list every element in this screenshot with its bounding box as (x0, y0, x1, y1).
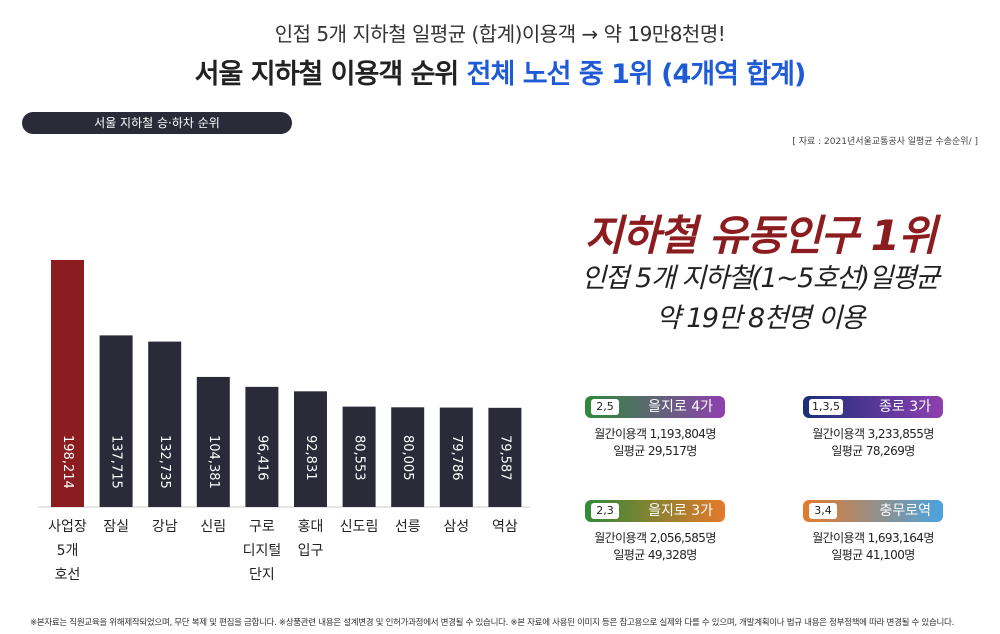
bar (391, 407, 425, 507)
bar (488, 407, 522, 507)
monthly-riders: 월간이용객 3,233,855명 (812, 427, 934, 441)
page-title: 서울 지하철 이용객 순위 전체 노선 중 1위 (4개역 합계) (0, 52, 1000, 91)
line-numbers: 2,3 (591, 503, 619, 519)
station-card-chungmuro: 3,4 충무로역 월간이용객 1,693,164명 일평균 41,100명 (788, 500, 958, 564)
data-label: 80,553 (352, 435, 367, 481)
section-pill: 서울 지하철 승·하차 순위 (22, 112, 292, 134)
line-numbers: 1,3,5 (809, 399, 843, 415)
headline-title: 지하철 유동인구 1위 (584, 211, 937, 260)
station-name: 을지로 4가 (648, 399, 713, 415)
station-name: 종로 3가 (879, 399, 931, 415)
data-label: 104,381 (206, 435, 221, 489)
bar (294, 391, 327, 507)
data-label: 80,005 (400, 435, 415, 481)
category-label: 사업장 (48, 519, 87, 535)
monthly-riders: 월간이용객 2,056,585명 (594, 531, 716, 545)
category-label: 구로 (249, 519, 275, 535)
bar (99, 335, 133, 507)
bar (439, 407, 473, 507)
station-card-jongno3ga: 1,3,5 종로 3가 월간이용객 3,233,855명 일평균 78,269명 (788, 396, 958, 460)
station-name: 충무로역 (879, 503, 931, 519)
data-label: 137,715 (109, 435, 124, 489)
category-label: 신림 (200, 519, 226, 535)
station-card-euljiro3ga: 2,3 을지로 3가 월간이용객 2,056,585명 일평균 49,328명 (570, 500, 740, 564)
station-card-euljiro4ga: 2,5 을지로 4가 월간이용객 1,193,804명 일평균 29,517명 (570, 396, 740, 460)
station-name: 을지로 3가 (648, 503, 713, 519)
monthly-riders: 월간이용객 1,693,164명 (812, 531, 934, 545)
category-label: 강남 (152, 519, 178, 535)
line-numbers: 3,4 (809, 503, 837, 519)
category-label: 입구 (298, 543, 324, 559)
data-label: 79,786 (449, 435, 464, 481)
header-subtitle: 인접 5개 지하철 일평균 (합계)이용객 → 약 19만8천명! (274, 22, 726, 46)
category-label: 디지털 (243, 543, 282, 559)
bar (148, 341, 182, 507)
line-numbers: 2,5 (591, 399, 619, 415)
category-label: 호선 (55, 567, 81, 583)
bar (342, 406, 376, 507)
footer-disclaimer: ※본자료는 직원교육을 위해제작되었으며, 무단 복제 및 편집을 금합니다. … (30, 618, 954, 628)
category-label: 5개 (57, 543, 79, 559)
bar (196, 376, 230, 507)
station-pill: 2,5 을지로 4가 (585, 396, 725, 418)
station-pill: 2,3 을지로 3가 (585, 500, 725, 522)
bar (245, 386, 279, 507)
daily-riders: 일평균 29,517명 (613, 444, 697, 458)
title-highlight: 전체 노선 중 1위 (4개역 합계) (466, 59, 807, 90)
headline-line1: 인접 5개 지하철(1~5호선)일평균 (581, 263, 940, 294)
daily-riders: 일평균 49,328명 (613, 548, 697, 562)
daily-riders: 일평균 78,269명 (831, 444, 915, 458)
bar (51, 260, 84, 507)
data-label: 79,587 (497, 435, 512, 481)
data-label: 96,416 (254, 435, 269, 481)
data-label: 132,735 (157, 435, 172, 489)
category-label: 단지 (249, 567, 275, 583)
category-label: 선릉 (395, 519, 421, 535)
station-pill: 3,4 충무로역 (803, 500, 943, 522)
daily-riders: 일평균 41,100명 (831, 548, 915, 562)
monthly-riders: 월간이용객 1,193,804명 (594, 427, 716, 441)
category-label: 잠실 (103, 519, 129, 535)
category-label: 역삼 (492, 519, 518, 535)
category-label: 홍대 (298, 519, 324, 535)
category-label: 삼성 (443, 519, 469, 535)
headline-line2: 약 19만 8천명 이용 (655, 303, 866, 334)
data-label: 198,214 (60, 435, 75, 489)
category-label: 신도림 (340, 519, 379, 535)
data-label: 92,831 (303, 435, 318, 481)
title-plain: 서울 지하철 이용객 순위 (194, 59, 467, 90)
source-note: [ 자료 : 2021년서울교통공사 일평균 수송순위/ ] (792, 137, 978, 147)
station-pill: 1,3,5 종로 3가 (803, 396, 943, 418)
